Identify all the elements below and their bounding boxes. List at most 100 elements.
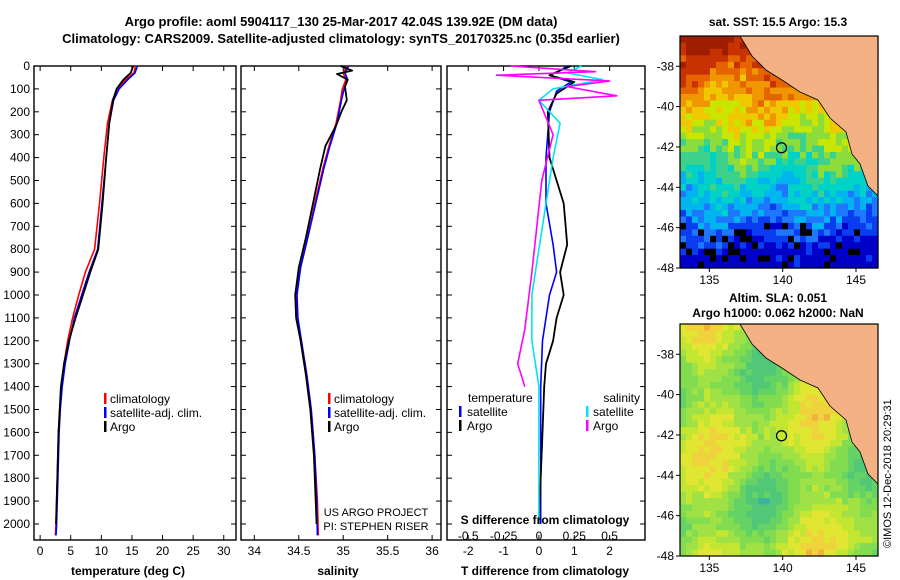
s-tick-label: 0 [536,529,543,543]
map-cell [830,504,837,512]
map-cell [806,420,813,428]
map-cell [692,222,699,230]
map-cell [758,100,765,108]
map-cell [824,216,831,224]
map-cell [716,530,723,538]
map-cell [692,100,699,108]
map-cell [770,465,777,473]
map-cell [680,401,687,409]
legend-swatch [104,393,107,404]
map-cell [734,242,741,250]
map-cell [866,498,873,506]
map-cell [722,132,729,140]
map-cell [710,74,717,82]
map-cell [872,203,879,211]
map-cell [680,145,687,153]
map-cell [746,388,753,396]
map-cell [782,94,789,102]
map-cell [818,177,825,185]
map-cell [740,68,747,76]
map-cell [704,485,711,493]
map-cell [704,113,711,121]
map-cell [872,549,879,557]
map-cell [788,152,795,160]
map-cell [680,255,687,263]
map-cell [764,420,771,428]
map-cell [698,498,705,506]
map-cell [698,235,705,243]
map-cell [728,491,735,499]
map-cell [752,420,759,428]
map-cell [740,478,747,486]
map-cell [722,74,729,82]
map-cell [788,119,795,127]
map-cell [698,336,705,344]
map-cell [854,478,861,486]
map-cell [692,478,699,486]
map-cell [782,388,789,396]
map-cell [710,152,717,160]
map-cell [824,203,831,211]
map-cell [854,472,861,480]
map-cell [782,177,789,185]
map-cell [722,55,729,63]
map-cell [788,190,795,198]
map-cell [746,113,753,121]
map-cell [806,388,813,396]
map-cell [782,152,789,160]
map-cell [794,216,801,224]
map-cell [830,177,837,185]
depth-tick-label: 1200 [3,334,30,348]
map-cell [860,229,867,237]
landmass [739,35,879,197]
map-cell [680,407,687,415]
map-cell [794,472,801,480]
map-cell [698,158,705,166]
map-cell [704,242,711,250]
map-cell [824,491,831,499]
depth-tick-label: 1100 [4,311,30,325]
map-cell [812,248,819,256]
map-cell [704,452,711,460]
map-cell [692,68,699,76]
map-cell [680,491,687,499]
map-cell [746,106,753,114]
map-cell [728,401,735,409]
map-cell [728,407,735,415]
map-cell [842,498,849,506]
map-cell [758,203,765,211]
map-cell [836,478,843,486]
map-cell [698,222,705,230]
map-cell [788,388,795,396]
map-cell [842,491,849,499]
map-cell [824,472,831,480]
map-cell [728,510,735,518]
map-cell [716,94,723,102]
map-cell [680,106,687,114]
map-cell [848,465,855,473]
map-cell [836,145,843,153]
map-cell [746,261,753,269]
map-cell [866,485,873,493]
map-cell [752,106,759,114]
map-cell [716,491,723,499]
map-cell [800,446,807,454]
map-cell [734,119,741,127]
map-cell [782,235,789,243]
map-cell [728,177,735,185]
map-cell [872,210,879,218]
map-cell [782,478,789,486]
map-cell [746,491,753,499]
map-cell [686,362,693,370]
map-cell [758,401,765,409]
map-cell [686,74,693,82]
map-cell [716,375,723,383]
map-cell [716,472,723,480]
map-cell [728,433,735,441]
map-cell [680,197,687,205]
project-annotation: US ARGO PROJECT [324,507,429,519]
map-cell [842,184,849,192]
map-cell [764,94,771,102]
map-cell [680,388,687,396]
map-cell [770,433,777,441]
